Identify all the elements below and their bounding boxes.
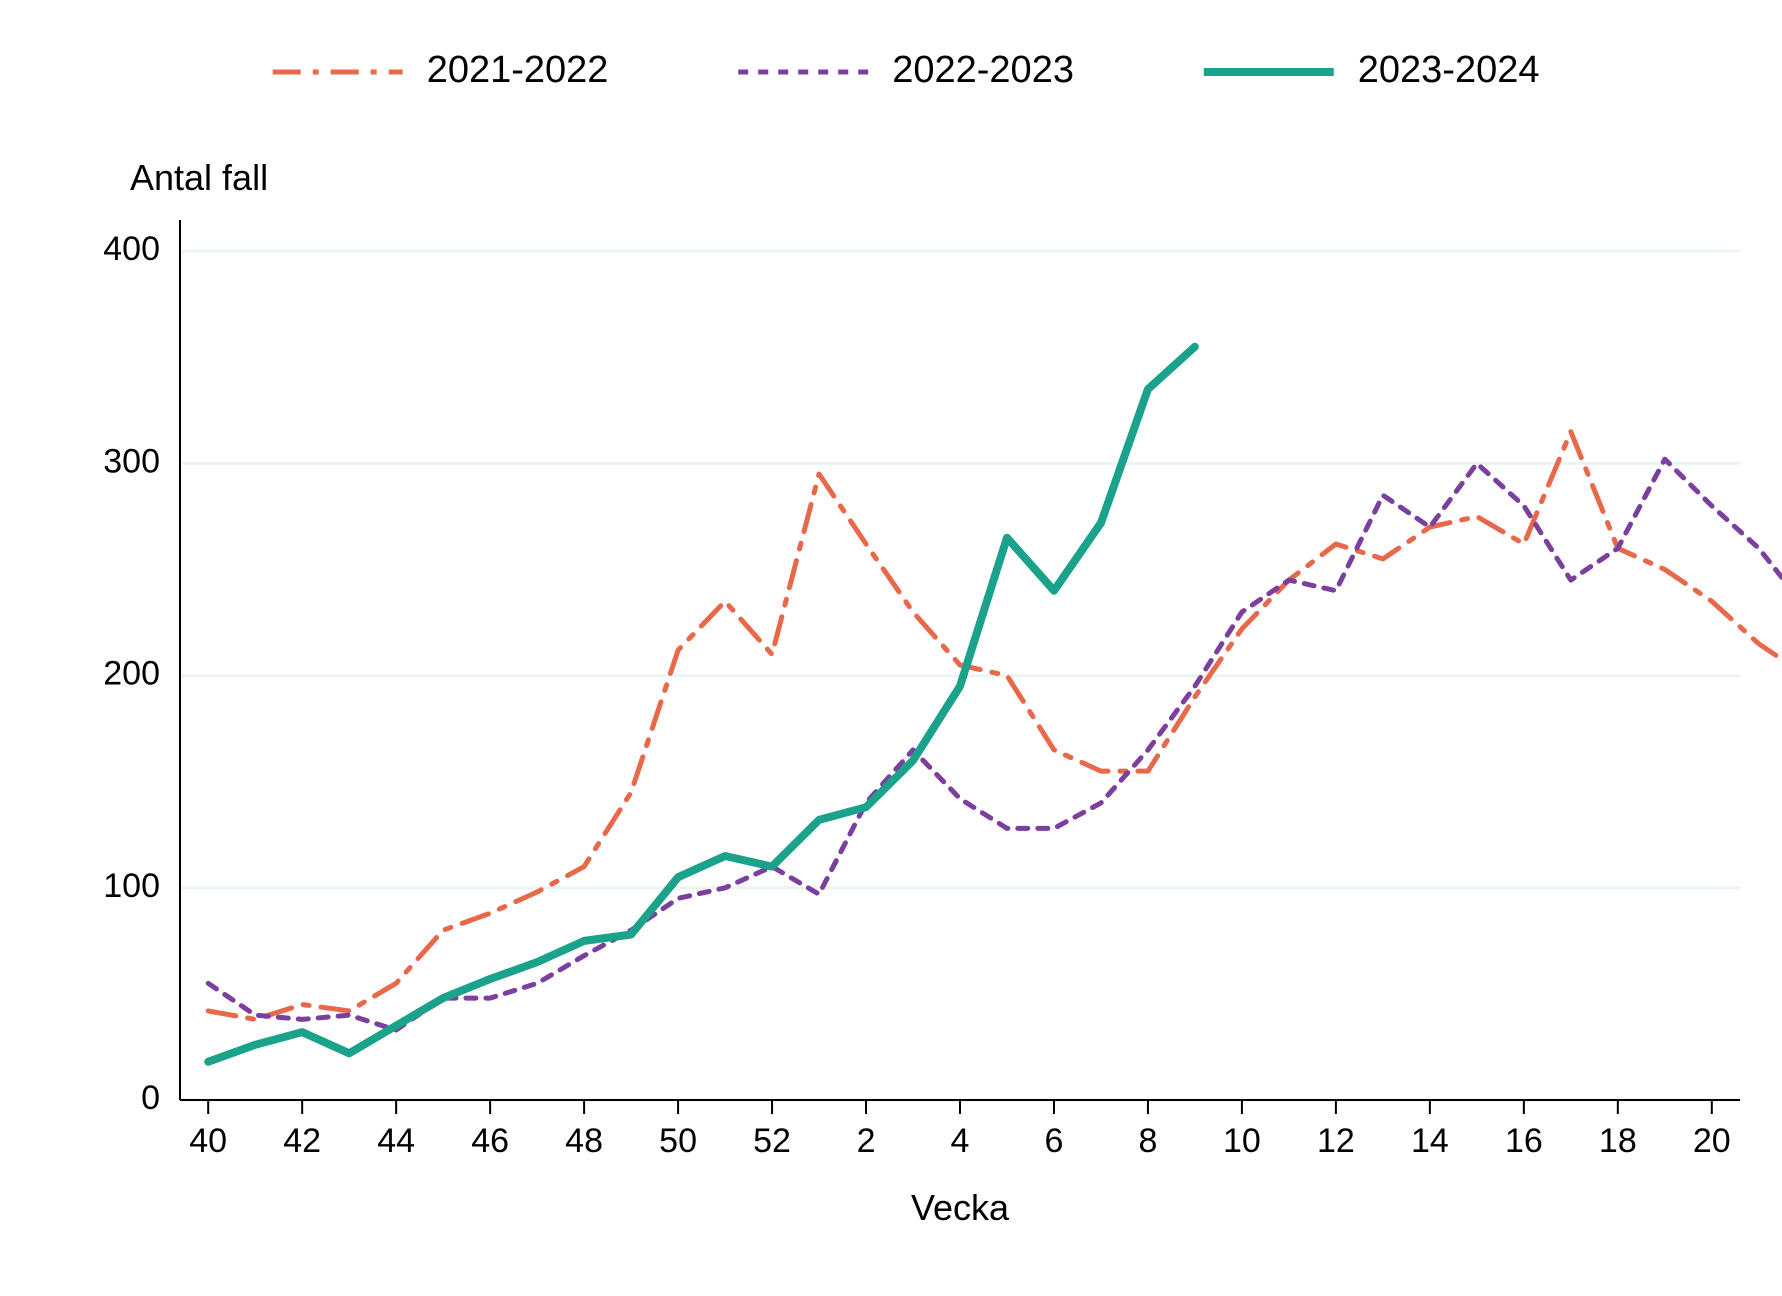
y-axis-title: Antal fall (130, 157, 268, 198)
x-tick-label: 2 (857, 1122, 876, 1160)
x-tick-label: 46 (471, 1122, 509, 1160)
y-tick-label: 100 (103, 867, 160, 905)
y-tick-label: 0 (141, 1079, 160, 1117)
legend-label: 2023-2024 (1358, 49, 1540, 91)
x-tick-label: 6 (1045, 1122, 1064, 1160)
x-tick-label: 4 (951, 1122, 970, 1160)
x-tick-label: 14 (1411, 1122, 1449, 1160)
y-tick-label: 200 (103, 655, 160, 693)
x-tick-label: 44 (377, 1122, 415, 1160)
x-tick-label: 52 (753, 1122, 791, 1160)
x-tick-label: 48 (565, 1122, 603, 1160)
legend-label: 2021-2022 (427, 49, 609, 91)
x-tick-label: 42 (283, 1122, 321, 1160)
legend-label: 2022-2023 (892, 49, 1074, 91)
line-chart: 0100200300400404244464850522468101214161… (0, 0, 1782, 1296)
y-tick-label: 300 (103, 442, 160, 480)
x-tick-label: 18 (1599, 1122, 1637, 1160)
x-tick-label: 50 (659, 1122, 697, 1160)
x-axis-title: Vecka (911, 1187, 1010, 1228)
x-tick-label: 8 (1138, 1122, 1157, 1160)
x-tick-label: 20 (1693, 1122, 1731, 1160)
x-tick-label: 12 (1317, 1122, 1355, 1160)
x-tick-label: 40 (189, 1122, 227, 1160)
y-tick-label: 400 (103, 230, 160, 268)
x-tick-label: 10 (1223, 1122, 1261, 1160)
x-tick-label: 16 (1505, 1122, 1543, 1160)
